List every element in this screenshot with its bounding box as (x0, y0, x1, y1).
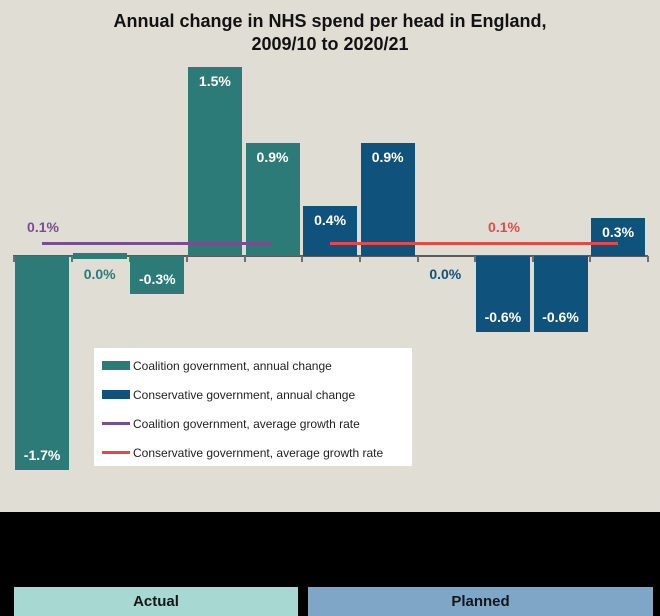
bar (475, 256, 530, 332)
coalition-line-swatch-icon (102, 422, 130, 425)
bar-value-label: 0.3% (602, 224, 635, 241)
axis-tick (474, 256, 477, 262)
bar (245, 142, 300, 256)
axis-tick (128, 256, 131, 262)
axis-tick (243, 256, 246, 262)
legend-item-coalition-bar: Coalition government, annual change (94, 351, 412, 380)
chart-title-line2: 2009/10 to 2020/21 (251, 34, 409, 54)
bar (130, 256, 185, 294)
bar (360, 142, 415, 256)
conservative-average-line (330, 241, 619, 245)
bar-value-label: -0.6% (542, 308, 579, 325)
bar-value-label: 0.9% (256, 148, 289, 165)
axis-tick (531, 256, 534, 262)
actual-period-band: Actual (14, 587, 298, 616)
axis-tick (416, 256, 419, 262)
legend-item-label: Conservative government, average growth … (133, 445, 384, 460)
axis-tick (186, 256, 189, 262)
axis-tick (13, 256, 16, 262)
bar-value-label: -0.6% (484, 308, 522, 325)
axis-tick (301, 256, 304, 262)
legend-item-conservative-bar: Conservative government, annual change (94, 380, 412, 409)
conservative-line-swatch-icon (102, 451, 130, 454)
axis-tick (589, 256, 592, 262)
legend-item-label: Coalition government, average growth rat… (133, 416, 360, 431)
bar-value-label: 0.4% (314, 211, 347, 228)
bar-value-label: 0.0% (429, 266, 462, 282)
bar-value-label: 0.0% (83, 266, 116, 282)
bar-value-label: 1.5% (198, 73, 231, 89)
bar (187, 67, 242, 256)
conservative-bar-swatch-icon (102, 390, 130, 399)
bar (591, 218, 646, 256)
bar (72, 253, 127, 259)
coalition-average-label: 0.1% (27, 219, 59, 235)
coalition-bar-swatch-icon (102, 361, 130, 370)
axis-tick (70, 256, 73, 262)
footer-black-band: Actual Planned (0, 512, 660, 616)
planned-period-band: Planned (308, 587, 653, 616)
chart-title-line1: Annual change in NHS spend per head in E… (113, 11, 547, 31)
axis-tick (646, 256, 649, 262)
bar-value-label: -1.7% (23, 447, 61, 464)
bar (533, 256, 588, 332)
bar (303, 205, 358, 256)
legend-item-conservative-line: Conservative government, average growth … (94, 438, 412, 467)
legend-item-coalition-line: Coalition government, average growth rat… (94, 409, 412, 438)
x-axis-line (13, 255, 648, 257)
chart-title: Annual change in NHS spend per head in E… (0, 10, 660, 56)
coalition-average-line (42, 241, 273, 245)
legend: Coalition government, annual change Cons… (94, 348, 412, 466)
bar-value-label: 0.9% (371, 148, 404, 165)
conservative-average-label: 0.1% (488, 219, 520, 235)
legend-item-label: Coalition government, annual change (133, 358, 332, 373)
legend-item-label: Conservative government, annual change (133, 387, 356, 402)
bar (15, 256, 70, 471)
axis-tick (358, 256, 361, 262)
bar-value-label: -0.3% (139, 270, 176, 287)
